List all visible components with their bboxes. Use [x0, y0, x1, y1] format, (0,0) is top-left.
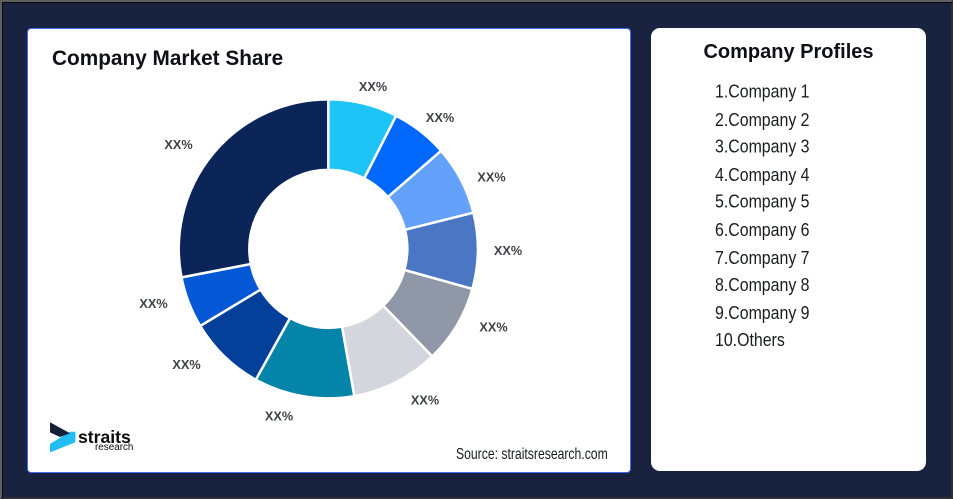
- svg-text:XX%: XX%: [411, 394, 439, 408]
- svg-text:XX%: XX%: [477, 171, 505, 185]
- svg-text:XX%: XX%: [164, 138, 192, 152]
- svg-text:XX%: XX%: [426, 111, 454, 125]
- svg-text:XX%: XX%: [172, 358, 200, 372]
- svg-text:XX%: XX%: [139, 297, 167, 311]
- svg-text:XX%: XX%: [494, 244, 522, 258]
- svg-text:XX%: XX%: [265, 410, 293, 424]
- svg-text:XX%: XX%: [359, 80, 387, 94]
- svg-text:XX%: XX%: [479, 321, 507, 335]
